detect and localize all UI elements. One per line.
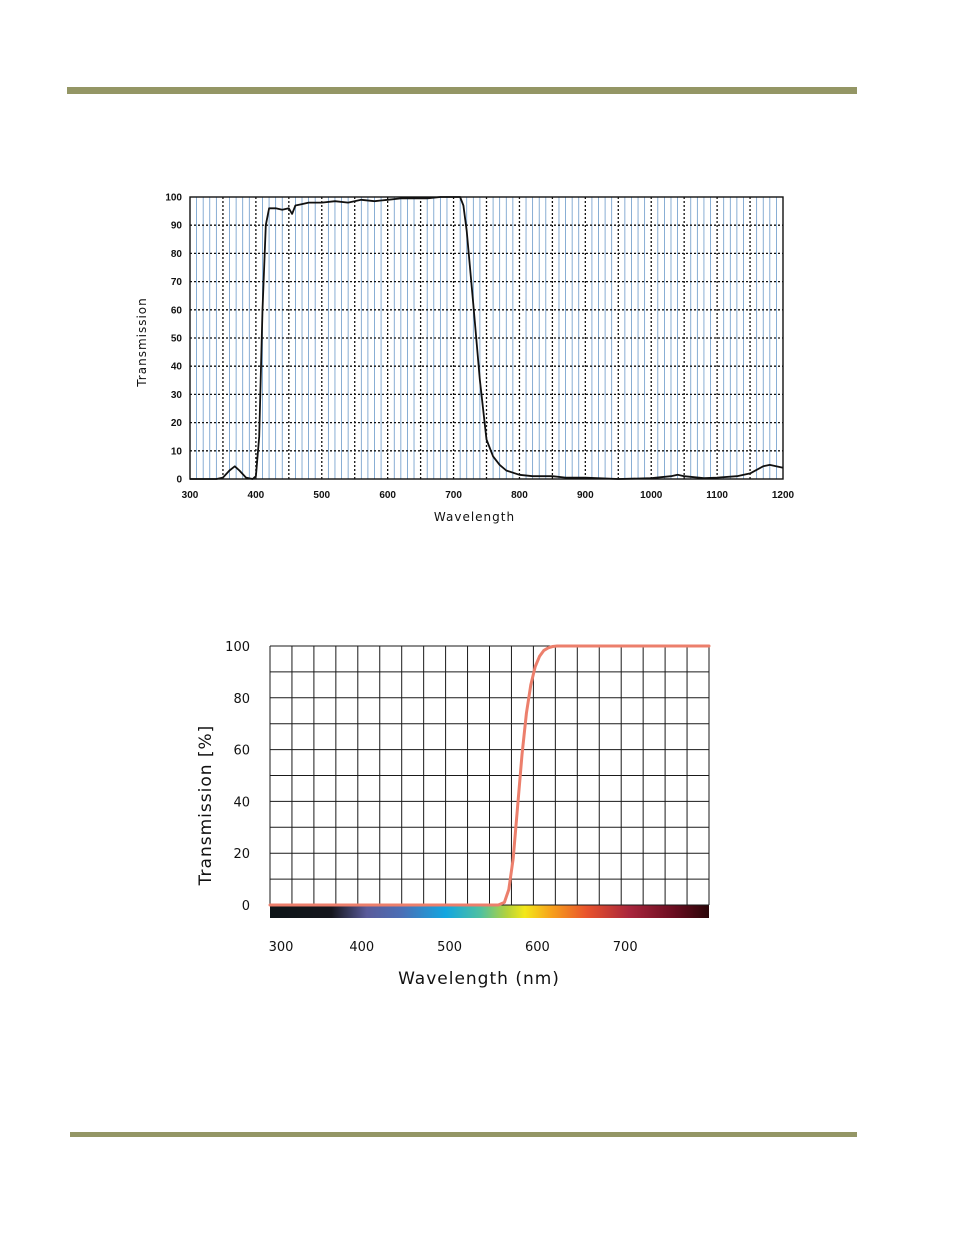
- y-tick-label: 40: [233, 795, 250, 810]
- y-tick-label: 60: [171, 305, 183, 316]
- spectrum-bar: [270, 905, 709, 918]
- y-tick-label: 10: [171, 446, 183, 457]
- x-tick-label: 600: [379, 490, 396, 501]
- x-axis-label: Wavelength (nm): [398, 969, 560, 989]
- x-tick-label: 900: [577, 490, 594, 501]
- transmission-curve: [268, 644, 711, 907]
- y-tick-label: 20: [171, 418, 183, 429]
- footer-rule: [70, 1132, 857, 1137]
- x-tick-label: 600: [525, 940, 550, 955]
- y-tick-label: 40: [171, 362, 183, 373]
- x-axis-label: Wavelength: [434, 510, 515, 524]
- y-tick-label: 30: [171, 390, 183, 401]
- y-tick-label: 80: [171, 249, 183, 260]
- y-tick-label: 0: [242, 899, 250, 914]
- y-tick-label: 100: [225, 640, 250, 655]
- y-tick-label: 0: [176, 475, 182, 486]
- x-tick-label: 400: [248, 490, 265, 501]
- x-tick-label: 1100: [706, 490, 728, 501]
- y-tick-label: 90: [171, 221, 183, 232]
- x-tick-label: 500: [313, 490, 330, 501]
- y-tick-label: 20: [233, 847, 250, 862]
- x-tick-label: 800: [511, 490, 528, 501]
- y-tick-label: 80: [233, 692, 250, 707]
- y-tick-label: 100: [165, 193, 182, 204]
- x-tick-label: 300: [182, 490, 199, 501]
- header-rule: [67, 87, 857, 94]
- y-tick-label: 60: [233, 744, 250, 759]
- x-tick-label: 1000: [640, 490, 663, 501]
- y-tick-label: 50: [171, 334, 183, 345]
- x-tick-label: 700: [445, 490, 462, 501]
- y-tick-label: 70: [171, 277, 183, 288]
- x-tick-label: 400: [349, 940, 374, 955]
- x-tick-label: 1200: [772, 490, 795, 501]
- plot-frame: [189, 196, 784, 480]
- y-axis-label: Transmission: [135, 297, 149, 388]
- y-axis-label: Transmission [%]: [196, 725, 216, 887]
- x-tick-label: 700: [613, 940, 638, 955]
- x-tick-label: 300: [269, 940, 294, 955]
- transmission-curve: [190, 196, 784, 480]
- x-tick-label: 500: [437, 940, 462, 955]
